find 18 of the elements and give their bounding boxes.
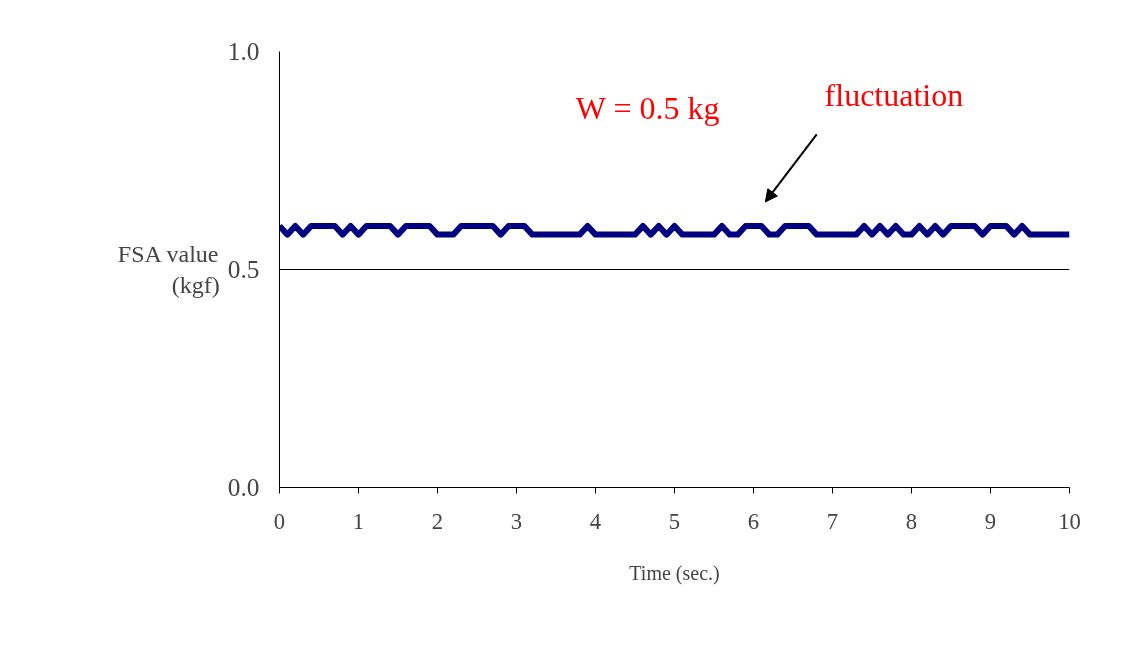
y-tick-label: 1.0 (227, 37, 260, 65)
y-tick-label: 0.5 (227, 255, 260, 283)
x-tick-label: 8 (905, 508, 918, 534)
x-tick-label: 3 (510, 508, 523, 534)
x-axis-title: Time (sec.) (629, 561, 720, 585)
x-tick-label: 0 (273, 508, 286, 534)
y-tick-label: 0.0 (227, 473, 260, 501)
x-tick-label: 1 (352, 508, 365, 534)
x-tick-label: 10 (1058, 508, 1081, 534)
x-tick-label: 6 (747, 508, 760, 534)
x-tick-label: 9 (984, 508, 997, 534)
annotation: fluctuation (824, 77, 964, 114)
y-axis-title: FSA value (kgf) (117, 240, 220, 299)
x-tick-label: 7 (826, 508, 839, 534)
annotation: W = 0.5 kg (575, 90, 720, 127)
x-tick-label: 2 (431, 508, 444, 534)
x-tick-label: 4 (589, 508, 602, 534)
x-tick-label: 5 (668, 508, 681, 534)
